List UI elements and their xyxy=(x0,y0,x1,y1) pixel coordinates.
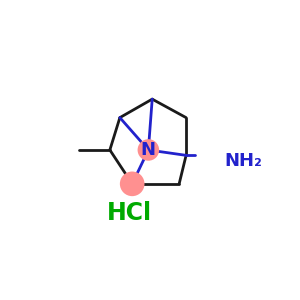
Circle shape xyxy=(120,172,145,196)
Text: NH₂: NH₂ xyxy=(225,152,262,170)
Text: N: N xyxy=(141,141,156,159)
Circle shape xyxy=(138,139,159,161)
Text: HCl: HCl xyxy=(106,201,152,225)
